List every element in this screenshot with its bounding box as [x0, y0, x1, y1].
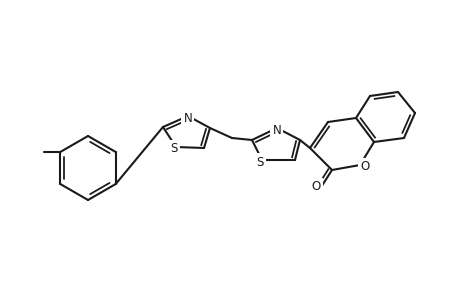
Text: N: N [183, 112, 192, 124]
Text: S: S [256, 155, 263, 169]
Text: O: O [311, 181, 320, 194]
Text: S: S [170, 142, 177, 155]
Text: N: N [272, 124, 281, 136]
Text: O: O [359, 160, 369, 173]
